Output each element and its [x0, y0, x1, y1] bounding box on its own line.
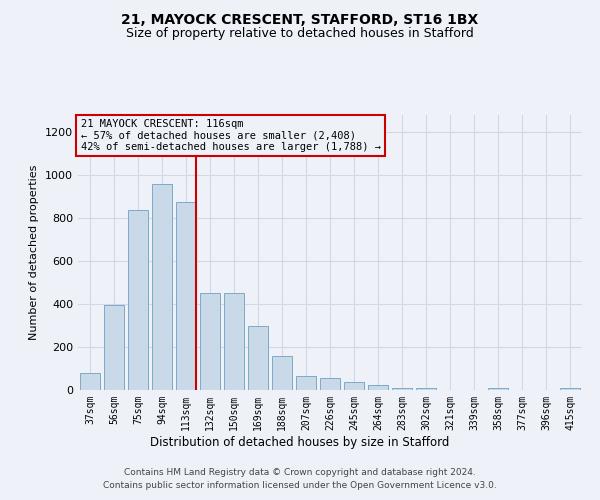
Bar — [320, 378, 340, 390]
Bar — [128, 210, 148, 390]
Bar — [248, 326, 268, 390]
Text: Distribution of detached houses by size in Stafford: Distribution of detached houses by size … — [151, 436, 449, 449]
Text: Contains HM Land Registry data © Crown copyright and database right 2024.: Contains HM Land Registry data © Crown c… — [124, 468, 476, 477]
Bar — [488, 388, 508, 390]
Text: 21 MAYOCK CRESCENT: 116sqm
← 57% of detached houses are smaller (2,408)
42% of s: 21 MAYOCK CRESCENT: 116sqm ← 57% of deta… — [80, 119, 380, 152]
Bar — [176, 202, 196, 390]
Text: Contains public sector information licensed under the Open Government Licence v3: Contains public sector information licen… — [103, 480, 497, 490]
Text: 21, MAYOCK CRESCENT, STAFFORD, ST16 1BX: 21, MAYOCK CRESCENT, STAFFORD, ST16 1BX — [121, 12, 479, 26]
Bar — [224, 294, 244, 390]
Bar — [392, 388, 412, 390]
Y-axis label: Number of detached properties: Number of detached properties — [29, 165, 40, 340]
Text: Size of property relative to detached houses in Stafford: Size of property relative to detached ho… — [126, 28, 474, 40]
Bar — [368, 384, 388, 390]
Bar — [416, 388, 436, 390]
Bar — [152, 184, 172, 390]
Bar — [80, 373, 100, 390]
Bar — [200, 294, 220, 390]
Bar — [104, 305, 124, 390]
Bar — [272, 356, 292, 390]
Bar — [296, 376, 316, 390]
Bar — [344, 382, 364, 390]
Bar — [560, 388, 580, 390]
